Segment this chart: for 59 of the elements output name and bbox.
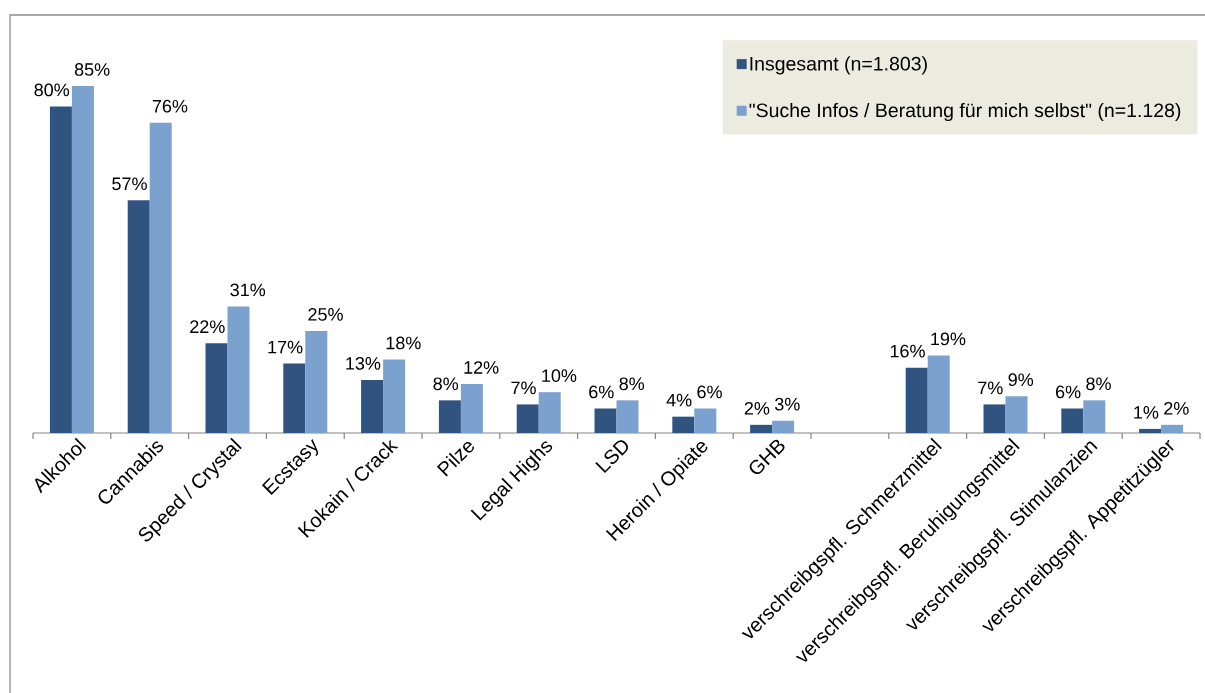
data-label: 16% bbox=[890, 344, 925, 358]
data-label: 57% bbox=[112, 177, 147, 191]
data-label: 18% bbox=[386, 336, 421, 350]
legend-label: "Suche Infos / Beratung für mich selbst" (n=1.128) bbox=[749, 102, 1181, 122]
data-label: 12% bbox=[464, 361, 499, 374]
data-label: 8% bbox=[619, 377, 645, 391]
bar bbox=[905, 367, 928, 433]
bar bbox=[1139, 428, 1162, 433]
bar bbox=[438, 400, 461, 433]
data-label: 3% bbox=[775, 397, 800, 411]
x-tick-label: LSD bbox=[595, 440, 629, 474]
data-label: 6% bbox=[697, 385, 722, 399]
bar bbox=[1161, 424, 1184, 433]
data-label: 9% bbox=[1008, 373, 1034, 387]
data-label: 31% bbox=[230, 283, 266, 297]
data-label: 10% bbox=[542, 369, 577, 382]
bar bbox=[361, 379, 384, 433]
bar bbox=[283, 363, 306, 433]
data-label: 7% bbox=[511, 381, 536, 395]
data-label: 2% bbox=[744, 401, 770, 415]
data-label: 8% bbox=[433, 377, 459, 391]
bar bbox=[1061, 408, 1084, 433]
bar bbox=[616, 400, 639, 433]
bar bbox=[227, 306, 250, 433]
bar bbox=[383, 359, 406, 433]
bar bbox=[672, 416, 695, 433]
bar bbox=[516, 404, 539, 433]
bar bbox=[694, 408, 717, 433]
data-label: 80% bbox=[34, 83, 70, 97]
bar bbox=[594, 408, 617, 433]
bar bbox=[71, 86, 94, 433]
data-label: 1% bbox=[1134, 406, 1159, 419]
data-label: 19% bbox=[931, 332, 966, 346]
legend-label: Insgesamt (n=1.803) bbox=[750, 56, 927, 75]
bar bbox=[305, 330, 328, 433]
data-label: 8% bbox=[1086, 377, 1111, 391]
bar bbox=[127, 200, 150, 433]
bar bbox=[1005, 396, 1028, 433]
data-label: 2% bbox=[1164, 401, 1189, 415]
data-label: 4% bbox=[666, 393, 692, 407]
bar bbox=[750, 424, 773, 433]
data-label: 76% bbox=[152, 99, 188, 113]
data-label: 22% bbox=[190, 320, 225, 333]
bar bbox=[460, 384, 483, 433]
bar bbox=[927, 355, 950, 433]
data-label: 13% bbox=[346, 356, 381, 370]
data-label: 17% bbox=[268, 340, 303, 354]
bar bbox=[205, 343, 228, 433]
bar bbox=[149, 122, 172, 433]
data-label: 6% bbox=[1056, 385, 1081, 399]
bar bbox=[49, 106, 72, 433]
data-label: 25% bbox=[308, 308, 343, 321]
data-label: 7% bbox=[978, 381, 1003, 395]
data-label: 85% bbox=[74, 63, 110, 76]
bar bbox=[772, 420, 795, 433]
bar bbox=[983, 404, 1006, 433]
bar bbox=[538, 392, 561, 433]
bar bbox=[1083, 400, 1106, 433]
data-label: 6% bbox=[589, 385, 614, 399]
